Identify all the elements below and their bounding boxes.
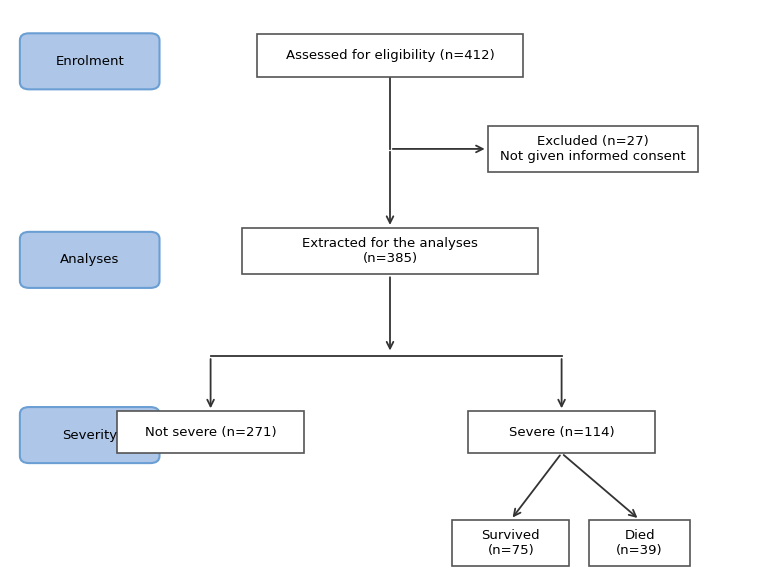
Bar (468, 411, 655, 453)
FancyBboxPatch shape (20, 33, 159, 89)
Text: Severe (n=114): Severe (n=114) (509, 426, 615, 439)
Bar (452, 520, 569, 566)
Text: Enrolment: Enrolment (55, 55, 124, 68)
Text: Died
(n=39): Died (n=39) (616, 529, 663, 557)
Text: Analyses: Analyses (60, 253, 119, 266)
FancyBboxPatch shape (20, 407, 159, 463)
Text: Excluded (n=27)
Not given informed consent: Excluded (n=27) Not given informed conse… (500, 135, 686, 163)
Text: Assessed for eligibility (n=412): Assessed for eligibility (n=412) (285, 49, 495, 62)
Text: Survived
(n=75): Survived (n=75) (481, 529, 541, 557)
Bar (242, 228, 538, 274)
Text: Severity: Severity (62, 429, 117, 442)
Bar (117, 411, 304, 453)
FancyBboxPatch shape (20, 232, 159, 288)
Bar (589, 520, 690, 566)
Bar (488, 126, 698, 172)
Text: Not severe (n=271): Not severe (n=271) (145, 426, 276, 439)
Bar (257, 34, 523, 77)
Text: Extracted for the analyses
(n=385): Extracted for the analyses (n=385) (302, 237, 478, 265)
